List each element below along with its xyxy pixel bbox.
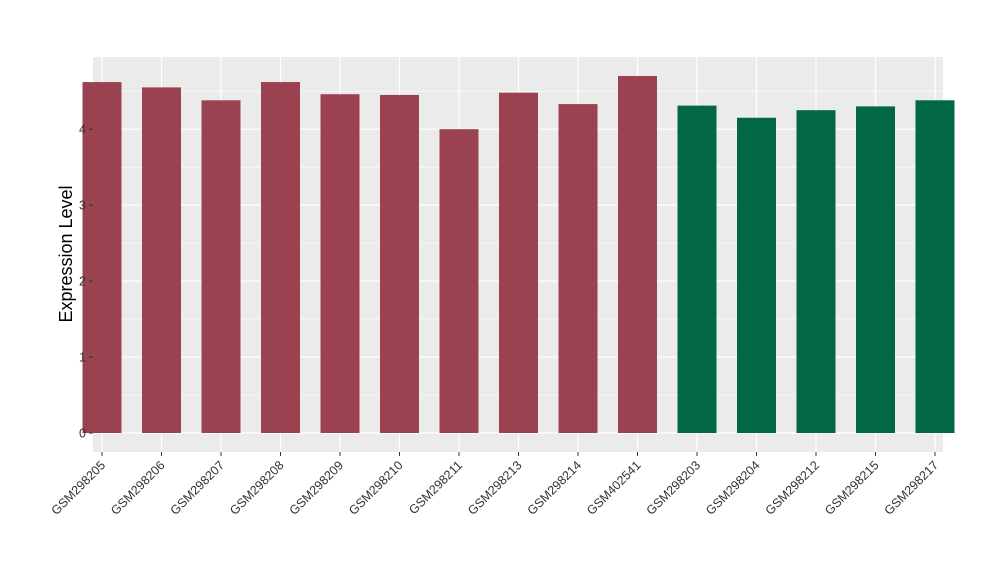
x-tick-label: GSM298212 [763,458,823,518]
x-tick-label: GSM298213 [465,458,525,518]
bar-GSM298208 [261,82,300,434]
x-axis: GSM298205 GSM298206 GSM298207 GSM298208 GSM2… [49,452,942,518]
y-tick-label: 1 [79,351,86,365]
y-tick-label: 3 [79,199,86,213]
x-tick-label: GSM298206 [108,458,168,518]
bar-GSM298204 [737,117,776,434]
x-tick-label: GSM298207 [168,458,228,518]
bar-GSM298203 [677,105,717,434]
bar-GSM298206 [142,87,181,434]
x-tick-label: GSM402541 [584,458,644,518]
bar-GSM298205 [82,82,122,434]
bar-GSM402541 [618,75,657,434]
x-tick-label: GSM298211 [406,458,465,517]
bar-GSM298210 [380,94,419,434]
x-tick-label: GSM298204 [703,458,763,518]
bar-GSM298213 [499,92,538,434]
bars [82,75,955,434]
y-tick-label: 2 [79,275,86,289]
x-tick-label: GSM298210 [346,458,406,518]
bar-GSM298212 [796,110,836,434]
x-tick-label: GSM298217 [882,458,942,518]
bar-GSM298207 [201,100,241,434]
y-tick-label: 4 [79,123,86,137]
bar-GSM298215 [856,106,895,434]
bar-GSM298214 [558,104,598,434]
bar-GSM298217 [915,100,955,434]
x-tick-label: GSM298215 [822,458,882,518]
x-tick-label: GSM298214 [525,458,585,518]
x-tick-label: GSM298203 [644,458,704,518]
x-tick-label: GSM298209 [287,458,347,518]
bar-GSM298209 [320,94,360,434]
x-tick-label: GSM298208 [227,458,287,518]
y-tick-label: 0 [79,427,86,441]
x-tick-label: GSM298205 [49,458,109,518]
y-axis-title: Expression Level [56,185,76,322]
bar-GSM298211 [439,129,479,434]
y-axis: 0 1 2 3 4 [79,123,93,441]
